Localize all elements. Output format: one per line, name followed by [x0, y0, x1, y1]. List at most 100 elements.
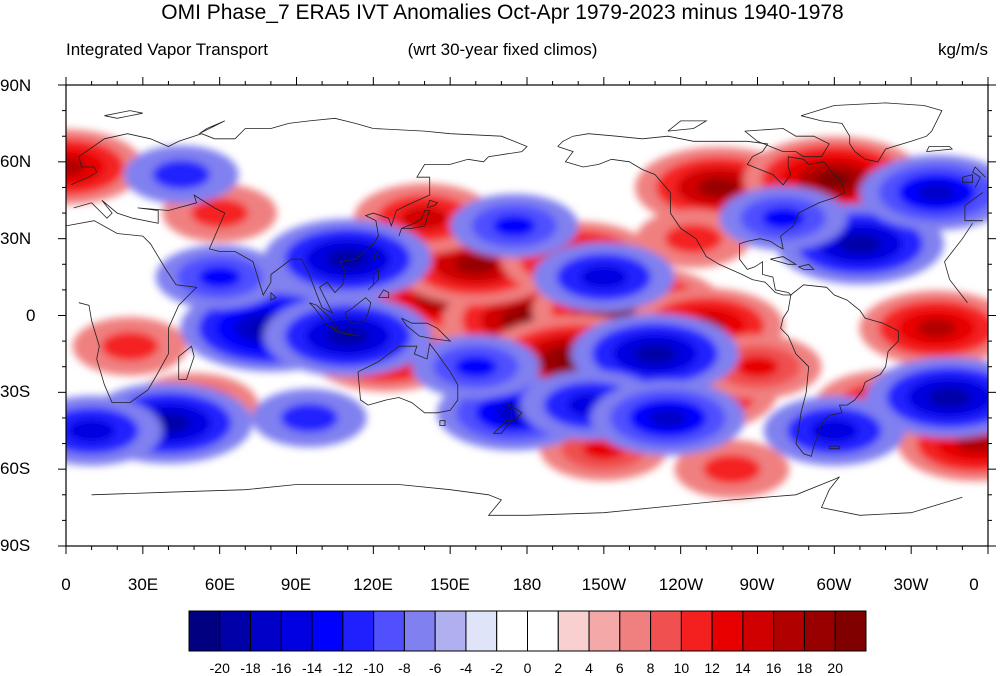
negative-anomaly-7-3 — [928, 387, 971, 408]
lon-label-180: 180 — [512, 575, 542, 594]
lon-label-60e: 60E — [204, 575, 236, 594]
units-label: kg/m/s — [937, 40, 988, 59]
colorbar-swatch-0 — [188, 610, 221, 652]
colorbar-label: -12 — [332, 660, 353, 676]
lon-label-0-east: 0 — [969, 575, 979, 594]
colorbar-label: -14 — [301, 660, 323, 676]
coastline-6-0 — [357, 342, 459, 414]
colorbar-swatch-5 — [342, 610, 375, 652]
subtitle-left: Integrated Vapor Transport — [66, 40, 268, 59]
negative-anomaly-18-2 — [68, 419, 116, 443]
coastline-1-2 — [964, 192, 984, 206]
colorbar-label: 2 — [554, 660, 563, 676]
coastline-23-0 — [798, 263, 815, 270]
negative-anomaly-19-1 — [152, 160, 210, 190]
anomaly-shading — [66, 129, 988, 499]
coastline-16-2 — [972, 166, 986, 188]
lon-label-0: 0 — [61, 575, 71, 594]
colorbar-swatch-4 — [311, 610, 344, 652]
colorbar — [188, 610, 867, 652]
colorbar-swatch-8 — [434, 610, 467, 652]
coastline-25-0 — [828, 445, 840, 450]
colorbar-label: -20 — [209, 660, 230, 676]
positive-anomaly-15-1 — [190, 198, 249, 228]
colorbar-label: 4 — [585, 660, 593, 676]
positive-anomaly-10-4 — [816, 171, 853, 189]
coastline-0-0 — [944, 261, 968, 303]
colorbar-label: 10 — [673, 660, 690, 676]
coastline-29-0 — [198, 120, 225, 135]
negative-anomaly-13-2 — [492, 215, 536, 237]
coastline-4-0 — [344, 297, 372, 324]
lat-label-90s: 90S — [0, 536, 31, 555]
positive-anomaly-21-1 — [703, 454, 761, 484]
plot-title: OMI Phase_7 ERA5 IVT Anomalies Oct-Apr 1… — [161, 1, 844, 24]
lat-label-60n: 60N — [0, 152, 32, 171]
colorbar-label: -10 — [363, 660, 384, 676]
negative-anomaly-9-3 — [648, 408, 688, 428]
colorbar-swatch-1 — [219, 610, 252, 652]
lon-label-30e: 30E — [127, 575, 159, 594]
colorbar-swatch-12 — [557, 610, 590, 652]
positive-anomaly-19-1 — [101, 331, 159, 361]
coastlines — [66, 102, 986, 516]
positive-anomaly-5-3 — [454, 254, 497, 275]
colorbar-swatch-7 — [403, 610, 436, 652]
lat-label-90n: 90N — [0, 76, 32, 95]
lat-label-30s: 30S — [0, 382, 31, 401]
negative-anomaly-16-2 — [454, 356, 498, 378]
coastline-1-0 — [964, 205, 983, 222]
coastline-28-0 — [104, 110, 143, 119]
lon-label-30w: 30W — [893, 575, 929, 594]
coastline-5-0 — [401, 317, 452, 342]
colorbar-label: 20 — [827, 660, 843, 676]
colorbar-label: 12 — [704, 660, 720, 676]
coastline-14-0 — [178, 345, 195, 380]
coastline-2-0 — [329, 325, 361, 337]
colorbar-label: -2 — [490, 660, 503, 676]
colorbar-swatch-11 — [527, 610, 559, 652]
coastline-11-0 — [372, 250, 380, 260]
colorbar-swatch-21 — [834, 610, 867, 652]
colorbar-swatch-15 — [650, 610, 682, 652]
coastline-10-0 — [426, 199, 439, 209]
colorbar-swatch-19 — [773, 610, 805, 652]
colorbar-label: 14 — [735, 660, 751, 676]
negative-anomaly-2-3 — [326, 249, 369, 270]
coastline-8-0 — [492, 402, 523, 434]
negative-anomaly-17-2 — [810, 419, 858, 443]
colorbar-label: 6 — [615, 660, 624, 676]
anomaly-field — [66, 85, 988, 546]
colorbar-label: 18 — [796, 660, 813, 676]
negative-anomaly-12-2 — [580, 265, 628, 289]
coastline-7-0 — [439, 420, 446, 427]
lat-label-60s: 60S — [0, 459, 31, 478]
colorbar-swatch-20 — [803, 610, 836, 652]
coastline-20-0 — [800, 102, 943, 163]
colorbar-swatch-2 — [250, 610, 282, 652]
colorbar-label: -8 — [398, 660, 411, 676]
positive-anomaly-12-3 — [917, 318, 957, 338]
lon-label-120e: 120E — [353, 575, 393, 594]
subtitle-center: (wrt 30-year fixed climos) — [407, 40, 598, 59]
colorbar-swatch-3 — [280, 610, 313, 652]
colorbar-label: 0 — [523, 660, 532, 676]
colorbar-label: -16 — [271, 660, 292, 676]
coastline-12-0 — [367, 268, 379, 291]
colorbar-swatch-17 — [711, 610, 744, 652]
colorbar-label: 8 — [646, 660, 655, 676]
colorbar-swatch-14 — [619, 610, 652, 652]
positive-anomaly-17-3 — [955, 434, 988, 453]
coastline-1-1 — [70, 117, 528, 314]
coastline-15-0 — [270, 292, 277, 301]
colorbar-swatch-16 — [680, 610, 713, 652]
colorbar-label: -18 — [240, 660, 261, 676]
negative-anomaly-10-2 — [198, 266, 242, 288]
colorbar-label: 16 — [765, 660, 782, 676]
lon-label-150w: 150W — [581, 575, 627, 594]
coastline-22-0 — [770, 256, 798, 265]
coastline-13-0 — [378, 289, 390, 299]
negative-anomaly-5-3 — [838, 233, 881, 254]
positive-anomaly-8-2 — [736, 356, 779, 378]
